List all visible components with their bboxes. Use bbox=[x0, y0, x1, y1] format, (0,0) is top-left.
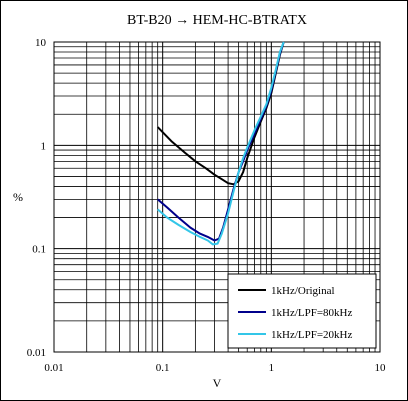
series-line-1 bbox=[156, 41, 285, 186]
chart-title: BT-B20 → HEM-HC-BTRATX bbox=[127, 13, 307, 28]
series-layer bbox=[156, 41, 285, 246]
y-tick-label: 1 bbox=[41, 140, 47, 152]
x-tick-label: 0.01 bbox=[44, 362, 63, 374]
legend: 1kHz/Original 1kHz/LPF=80kHz 1kHz/LPF=20kH… bbox=[227, 273, 377, 349]
series-line-3 bbox=[157, 41, 285, 246]
x-axis-label: V bbox=[213, 376, 222, 390]
legend-label: 1kHz/LPF=80kHz bbox=[271, 307, 352, 319]
series-line-2 bbox=[157, 41, 285, 242]
y-axis-label: % bbox=[13, 190, 23, 204]
x-tick-label: 1 bbox=[269, 362, 275, 374]
legend-label: 1kHz/Original bbox=[271, 285, 335, 297]
y-tick-label: 0.01 bbox=[27, 347, 46, 359]
y-tick-label: 10 bbox=[35, 37, 47, 49]
x-tick-label: 0.1 bbox=[156, 362, 170, 374]
legend-label: 1kHz/LPF=20kHz bbox=[271, 329, 352, 341]
plot-border bbox=[53, 41, 381, 353]
y-tick-label: 0.1 bbox=[32, 244, 46, 256]
x-tick-label: 10 bbox=[375, 362, 387, 374]
tick-labels: 0.01 0.1 1 10 10 1 0.1 0.01 bbox=[27, 37, 386, 374]
